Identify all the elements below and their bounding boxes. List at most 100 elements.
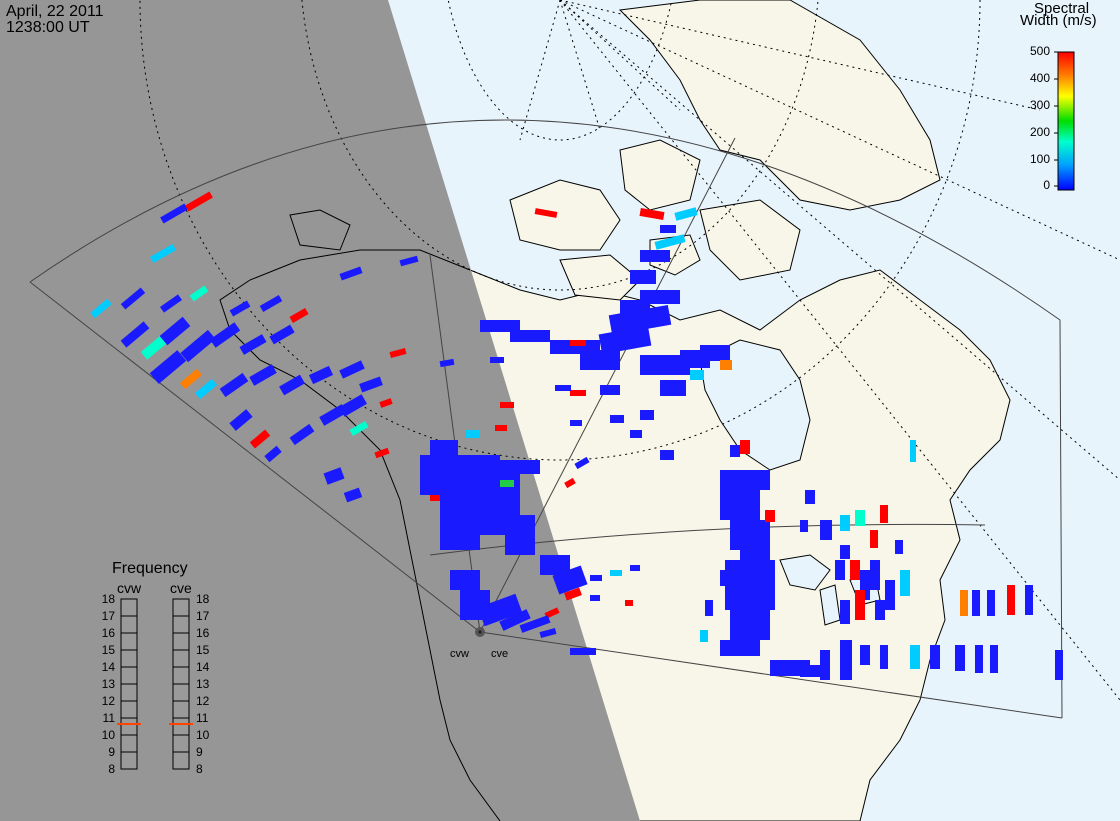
arctic-island-3 bbox=[699, 199, 801, 281]
echo-cell bbox=[955, 645, 965, 671]
echo-cell bbox=[900, 570, 910, 596]
echo-cell bbox=[440, 530, 480, 550]
echo-cell bbox=[430, 495, 440, 501]
echo-cell bbox=[249, 364, 277, 386]
echo-cell bbox=[323, 467, 345, 485]
echo-cell bbox=[610, 415, 624, 423]
echo-cell bbox=[339, 360, 365, 379]
frequency-tick-cvw: 18 bbox=[101, 592, 115, 606]
echo-cell bbox=[505, 515, 535, 555]
echo-cell bbox=[1007, 585, 1015, 615]
echo-cell bbox=[850, 560, 860, 580]
echo-cell bbox=[870, 530, 878, 548]
echo-cell bbox=[674, 207, 698, 221]
frequency-tick-cvw: 17 bbox=[101, 609, 115, 623]
frequency-tick-cve: 13 bbox=[196, 677, 210, 691]
echo-cell bbox=[660, 450, 674, 460]
colorbar-title-line2: Width (m/s) bbox=[1020, 12, 1097, 29]
echo-cell bbox=[975, 645, 983, 673]
echo-cell bbox=[349, 420, 369, 437]
echo-cell bbox=[570, 390, 586, 396]
echo-cell bbox=[564, 587, 582, 601]
graticule bbox=[139, 0, 1120, 701]
echo-cell bbox=[860, 570, 870, 600]
echo-cell bbox=[389, 348, 407, 358]
echo-cell bbox=[339, 266, 363, 281]
echo-cell bbox=[159, 316, 191, 346]
echo-cell bbox=[229, 300, 251, 317]
echo-cell bbox=[987, 590, 995, 616]
echo-cell bbox=[264, 445, 282, 463]
colorbar-tick: 500 bbox=[1029, 44, 1050, 58]
frequency-tick-cvw: 11 bbox=[102, 711, 115, 725]
echo-cell bbox=[720, 490, 760, 520]
echo-cell bbox=[555, 385, 571, 391]
echo-cell bbox=[289, 423, 315, 446]
echo-cell bbox=[499, 609, 531, 631]
echo-cell bbox=[840, 600, 850, 624]
colorbar-ticks bbox=[1054, 51, 1058, 187]
echo-cell bbox=[570, 420, 582, 426]
echo-cell bbox=[740, 440, 750, 454]
echo-cell bbox=[490, 460, 540, 474]
frequency-tick-cvw: 14 bbox=[101, 660, 115, 674]
echo-cell bbox=[660, 380, 686, 396]
echo-cell bbox=[910, 645, 920, 669]
echo-cell bbox=[519, 615, 551, 633]
echo-cell bbox=[500, 480, 514, 487]
echo-cell bbox=[195, 378, 217, 400]
echo-cell bbox=[160, 203, 188, 224]
frequency-tick-cvw: 9 bbox=[108, 745, 115, 759]
echo-cell bbox=[590, 575, 602, 581]
echo-cell bbox=[450, 570, 480, 590]
echo-cell bbox=[180, 368, 202, 390]
echo-cell bbox=[625, 600, 633, 606]
echo-cell bbox=[875, 600, 885, 620]
radar-site-center bbox=[478, 630, 482, 634]
echo-cell bbox=[439, 358, 455, 368]
echo-cell bbox=[639, 207, 665, 221]
echoes bbox=[90, 191, 1063, 680]
echo-cell bbox=[249, 429, 271, 449]
greenland bbox=[618, 0, 941, 211]
echo-cell bbox=[630, 565, 640, 571]
echo-cell bbox=[180, 329, 216, 363]
echo-cell bbox=[730, 445, 740, 457]
echo-cell bbox=[608, 304, 672, 336]
echo-cell bbox=[343, 487, 363, 503]
echo-cell bbox=[359, 376, 383, 393]
frequency-label-cvw: cvw bbox=[117, 580, 142, 596]
echo-cell bbox=[640, 355, 690, 375]
echo-cell bbox=[800, 520, 808, 532]
echo-cell bbox=[840, 515, 850, 531]
echo-cell bbox=[374, 447, 390, 459]
echo-cell bbox=[640, 250, 670, 262]
echo-cell bbox=[860, 645, 870, 665]
echo-cell bbox=[500, 402, 514, 408]
arctic-island-2 bbox=[619, 139, 701, 211]
echo-cell bbox=[185, 191, 213, 212]
frequency-tick-cvw: 10 bbox=[101, 728, 115, 742]
echo-cell bbox=[620, 300, 650, 314]
echo-cell bbox=[870, 560, 880, 590]
echo-cell bbox=[399, 255, 419, 267]
colorbar-tick: 400 bbox=[1029, 71, 1050, 85]
echo-cell bbox=[159, 294, 183, 313]
colorbar bbox=[1057, 51, 1075, 191]
arctic-island-1 bbox=[509, 179, 621, 251]
echo-cell bbox=[910, 440, 916, 462]
echo-cell bbox=[319, 404, 347, 426]
echo-cell bbox=[590, 595, 600, 601]
frequency-tick-cvw: 12 bbox=[101, 694, 115, 708]
echo-cell bbox=[279, 374, 305, 396]
echo-cell bbox=[630, 270, 656, 284]
echo-cell bbox=[560, 570, 580, 584]
echo-cell bbox=[1025, 585, 1033, 615]
echo-cell bbox=[600, 385, 620, 395]
echo-cell bbox=[149, 350, 187, 384]
echo-cell bbox=[840, 545, 850, 559]
frequency-tick-cve: 15 bbox=[196, 643, 210, 657]
echo-cell bbox=[820, 650, 830, 680]
